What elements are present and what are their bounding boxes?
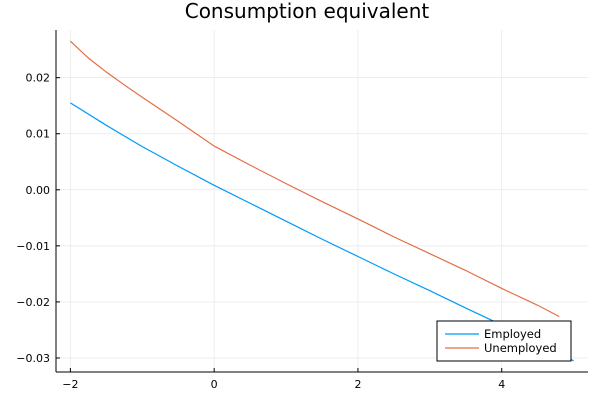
legend-label-employed: Employed bbox=[484, 327, 541, 341]
x-tick-label: −2 bbox=[62, 378, 78, 391]
legend-box bbox=[436, 320, 572, 362]
y-tick-label: −0.02 bbox=[16, 296, 50, 309]
y-tick-label: 0.02 bbox=[26, 72, 51, 85]
x-tick-label: 0 bbox=[211, 378, 218, 391]
series-line-employed bbox=[70, 102, 574, 362]
chart-title: Consumption equivalent bbox=[185, 0, 430, 23]
grid bbox=[56, 30, 588, 372]
legend-label-unemployed: Unemployed bbox=[484, 341, 557, 355]
x-tick-label: 2 bbox=[354, 378, 361, 391]
axes: −2 0 2 4 −0.03 −0.02 −0.01 0.00 0.01 0.02 bbox=[16, 30, 588, 391]
y-tick-label: −0.01 bbox=[16, 240, 50, 253]
y-tick-label: 0.00 bbox=[26, 184, 51, 197]
series-lines bbox=[69, 40, 574, 362]
series-line-unemployed bbox=[69, 40, 560, 318]
x-tick-label: 4 bbox=[498, 378, 505, 391]
y-tick-label: −0.03 bbox=[16, 352, 50, 365]
y-tick-label: 0.01 bbox=[26, 128, 51, 141]
